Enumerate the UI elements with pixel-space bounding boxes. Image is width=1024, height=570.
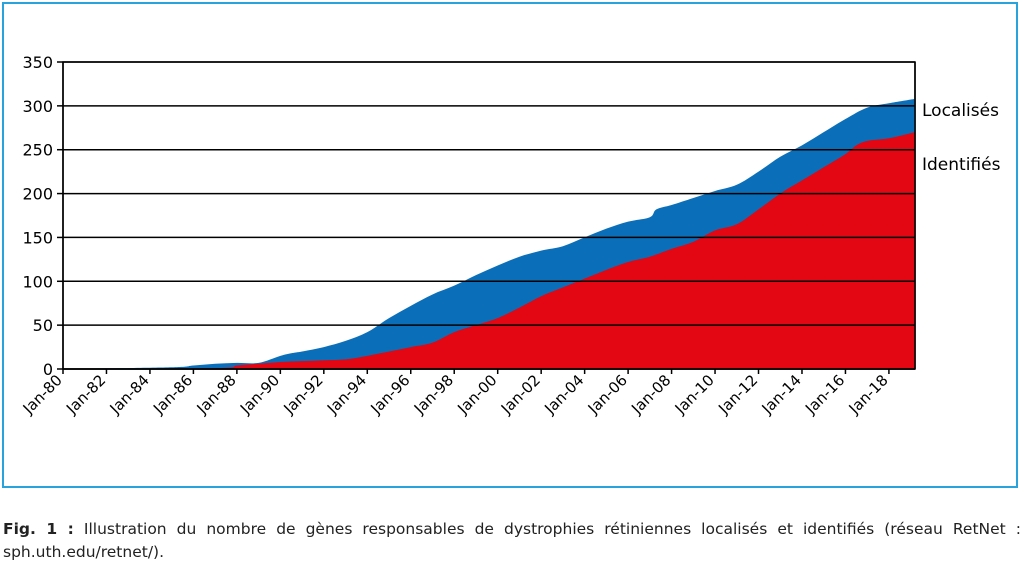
x-tick-label: Jan-12 bbox=[714, 371, 761, 418]
y-tick-label: 300 bbox=[22, 97, 53, 116]
x-tick-label: Jan-18 bbox=[845, 371, 892, 418]
x-tick-label: Jan-90 bbox=[236, 371, 283, 418]
x-tick-label: Jan-04 bbox=[540, 371, 587, 418]
y-tick-label: 200 bbox=[22, 185, 53, 204]
x-tick-label: Jan-06 bbox=[584, 371, 631, 418]
caption-text: Illustration du nombre de gènes responsa… bbox=[3, 520, 1021, 561]
x-tick-label: Jan-10 bbox=[671, 371, 718, 418]
x-tick-label: Jan-16 bbox=[801, 371, 848, 418]
y-tick-label: 150 bbox=[22, 228, 53, 247]
x-tick-label: Jan-98 bbox=[410, 371, 457, 418]
caption-label: Fig. 1 : bbox=[3, 520, 74, 538]
y-tick-label: 100 bbox=[22, 272, 53, 291]
y-tick-label: 50 bbox=[33, 316, 53, 335]
series-label-localises: Localisés bbox=[922, 101, 999, 121]
x-tick-label: Jan-96 bbox=[366, 371, 413, 418]
series-label-identifies: Identifiés bbox=[922, 155, 1001, 175]
area-chart: 050100150200250300350Jan-80Jan-82Jan-84J… bbox=[19, 53, 1001, 418]
figure-caption: Fig. 1 : Illustration du nombre de gènes… bbox=[3, 518, 1021, 564]
x-tick-label: Jan-08 bbox=[627, 371, 674, 418]
x-tick-label: Jan-84 bbox=[106, 371, 153, 418]
y-tick-label: 250 bbox=[22, 141, 53, 160]
x-tick-label: Jan-14 bbox=[758, 371, 805, 418]
series-area-identifies bbox=[63, 132, 915, 369]
y-tick-label: 0 bbox=[43, 360, 53, 379]
x-tick-label: Jan-86 bbox=[149, 371, 196, 418]
x-tick-label: Jan-92 bbox=[280, 371, 327, 418]
x-tick-label: Jan-94 bbox=[323, 371, 370, 418]
x-tick-label: Jan-02 bbox=[497, 371, 544, 418]
y-tick-label: 350 bbox=[22, 53, 53, 72]
x-tick-label: Jan-00 bbox=[453, 371, 500, 418]
x-tick-label: Jan-88 bbox=[193, 371, 240, 418]
x-tick-label: Jan-82 bbox=[62, 371, 109, 418]
